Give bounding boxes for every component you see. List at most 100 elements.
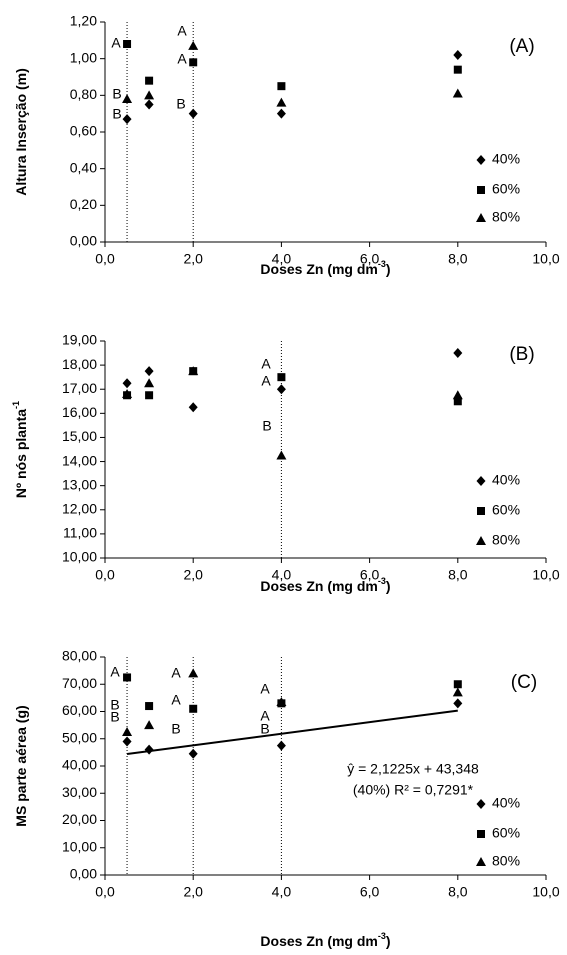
- y-tick-label: 19,00: [62, 332, 97, 348]
- y-axis-title: MS parte aérea (g): [13, 705, 29, 826]
- legend-label: 80%: [492, 532, 520, 548]
- x-tick-label: 0,0: [95, 251, 115, 267]
- y-tick-label: 0,00: [70, 866, 97, 882]
- y-tick-label: 0,80: [70, 86, 97, 102]
- y-tick-label: 11,00: [63, 525, 97, 541]
- legend-marker: [476, 155, 486, 165]
- x-tick-label: 4,0: [272, 251, 292, 267]
- point: [277, 82, 286, 91]
- point: [144, 90, 155, 100]
- point: [188, 366, 199, 376]
- x-tick-label: 8,0: [448, 884, 468, 900]
- point: [144, 378, 155, 388]
- point: [123, 673, 132, 682]
- legend-marker: [476, 213, 486, 222]
- y-tick-label: 60,00: [62, 702, 97, 718]
- point: [277, 373, 286, 382]
- point: [144, 366, 154, 377]
- y-axis-title-text: MS parte aérea (g): [13, 705, 29, 826]
- legend-label: 40%: [492, 795, 520, 811]
- y-tick-label: 1,20: [70, 13, 97, 29]
- legend-marker: [477, 186, 485, 194]
- point: [122, 114, 132, 125]
- legend-label: 60%: [492, 181, 520, 197]
- annotation: A: [261, 356, 271, 372]
- x-axis-title-sup: -3: [378, 931, 386, 941]
- panel-label: (B): [509, 344, 534, 365]
- legend-marker: [476, 857, 486, 866]
- y-tick-label: 15,00: [62, 428, 97, 444]
- point: [453, 680, 462, 689]
- point: [276, 740, 286, 751]
- y-tick-label: 13,00: [62, 476, 97, 492]
- legend-marker: [477, 830, 485, 838]
- y-tick-label: 70,00: [62, 675, 97, 691]
- annotation: A: [171, 692, 181, 708]
- point: [188, 40, 199, 50]
- y-tick-label: 20,00: [62, 811, 97, 827]
- annotation: B: [110, 697, 119, 713]
- legend-label: 80%: [492, 853, 520, 869]
- x-tick-label: 4,0: [272, 567, 292, 583]
- x-tick-label: 10,0: [532, 884, 559, 900]
- legend-marker: [476, 799, 486, 809]
- y-axis-title: Nº nós planta-1: [11, 401, 28, 498]
- annotation: A: [177, 23, 187, 39]
- y-tick-label: 16,00: [62, 404, 97, 420]
- y-axis-title: Altura Inserção (m): [13, 68, 29, 196]
- point: [453, 348, 463, 359]
- point: [452, 687, 463, 697]
- point: [276, 696, 287, 706]
- x-tick-label: 8,0: [448, 251, 468, 267]
- panel-label: (C): [511, 672, 537, 693]
- y-tick-label: 40,00: [62, 757, 97, 773]
- y-axis-title-sup: -1: [11, 401, 21, 409]
- annotation: B: [262, 418, 271, 434]
- legend-label: 60%: [492, 825, 520, 841]
- legend-label: 60%: [492, 502, 520, 518]
- point: [122, 726, 133, 736]
- point: [144, 99, 154, 110]
- x-tick-label: 10,0: [532, 251, 559, 267]
- x-tick-label: 6,0: [360, 884, 380, 900]
- annotation: A: [260, 708, 270, 724]
- x-tick-label: 8,0: [448, 567, 468, 583]
- point: [276, 450, 287, 460]
- x-tick-label: 0,0: [95, 567, 115, 583]
- y-tick-label: 12,00: [62, 500, 97, 516]
- x-axis-title: Doses Zn (mg dm-3): [260, 931, 390, 948]
- annotation: B: [176, 96, 185, 112]
- y-tick-label: 0,20: [70, 196, 97, 212]
- x-tick-label: 6,0: [360, 567, 380, 583]
- y-tick-label: 14,00: [62, 452, 97, 468]
- legend-marker: [476, 476, 486, 486]
- point: [145, 391, 154, 400]
- point: [452, 88, 463, 98]
- legend-marker: [476, 536, 486, 545]
- annotation: A: [261, 373, 271, 389]
- point: [453, 397, 462, 406]
- x-axis-title-suffix: ): [386, 261, 391, 277]
- x-tick-label: 2,0: [183, 567, 203, 583]
- point: [144, 744, 154, 755]
- point: [122, 94, 133, 103]
- x-axis-title-text: Doses Zn (mg dm: [260, 261, 377, 277]
- y-tick-label: 10,00: [62, 838, 97, 854]
- trend-line: [126, 709, 458, 755]
- point: [145, 702, 154, 711]
- point: [189, 704, 198, 713]
- point: [188, 108, 198, 119]
- point: [453, 698, 463, 709]
- point: [276, 97, 287, 107]
- y-tick-label: 17,00: [62, 380, 97, 396]
- annotation: B: [112, 106, 121, 122]
- point: [122, 736, 132, 747]
- point: [453, 50, 463, 60]
- annotation: B: [260, 721, 269, 737]
- y-tick-label: 10,00: [62, 549, 97, 565]
- x-axis-title: Doses Zn (mg dm-3): [260, 259, 390, 276]
- equation: (40%) R² = 0,7291*: [353, 782, 474, 798]
- annotation: A: [110, 664, 120, 680]
